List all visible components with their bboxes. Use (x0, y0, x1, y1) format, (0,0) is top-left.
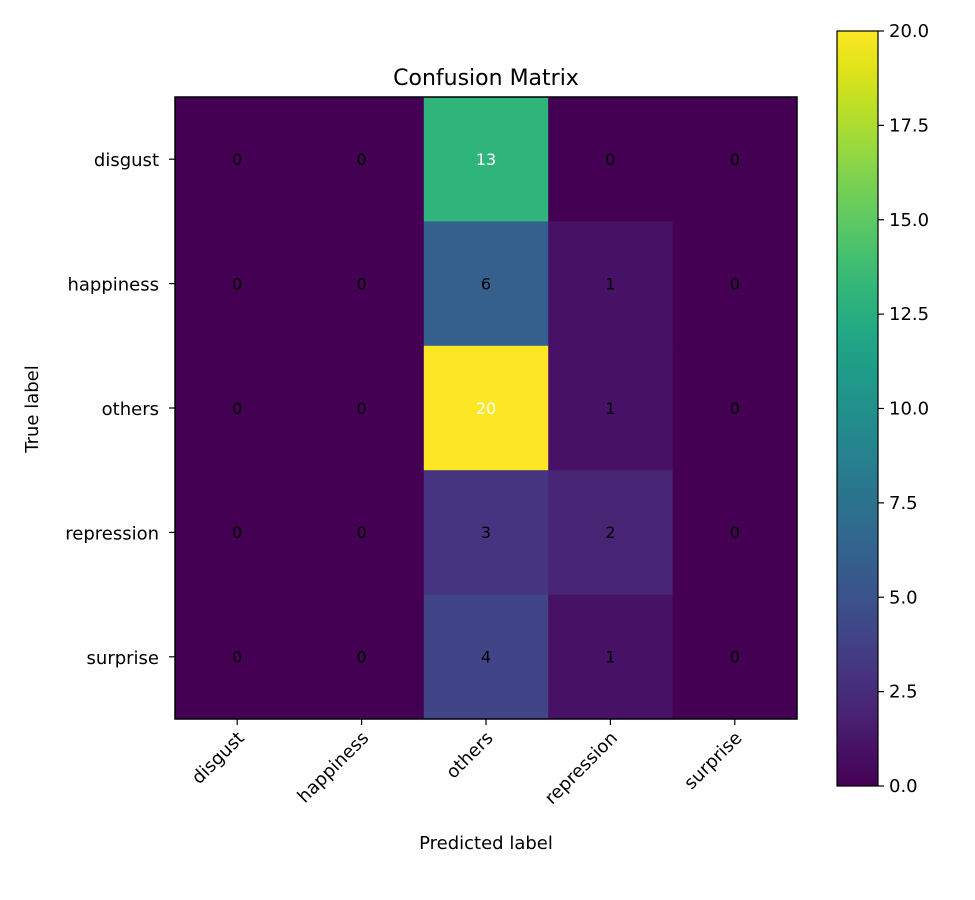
heatmap-cell-labels: 0 0 13 0 00 0 6 1 00 0 20 1 00 0 3 2 00 0 4 1 0 (232, 150, 740, 667)
heatmap-cell-disgust-repression (548, 97, 674, 222)
heatmap-cell-happiness-surprise (672, 221, 798, 347)
heatmap-cell-surprise-repression (548, 594, 674, 720)
heatmap-cell-happiness-disgust (175, 221, 300, 347)
cell-value-label: 0 (232, 399, 242, 418)
heatmap-cell-repression-others (423, 470, 549, 596)
colorbar-tick-label: 10.0 (889, 399, 929, 420)
colorbar-tick-label: 12.5 (889, 304, 929, 325)
cell-value-label: 0 (232, 523, 242, 542)
heatmap-cell-others-disgust (175, 345, 300, 471)
colorbar-tick-label: 17.5 (889, 115, 929, 136)
colorbar-tick-label: 20.0 (889, 21, 929, 42)
cell-value-label: 13 (476, 150, 496, 169)
cell-value-label: 0 (730, 523, 740, 542)
colorbar-tick-label: 5.0 (889, 587, 918, 608)
cell-value-label: 0 (730, 648, 740, 667)
cell-value-label: 20 (476, 399, 496, 418)
heatmap-cell-surprise-others (423, 594, 549, 720)
colorbar-tick-label: 2.5 (889, 682, 918, 703)
heatmap-cell-disgust-others (423, 97, 549, 222)
colorbar-tick-label: 0.0 (889, 776, 918, 797)
cell-value-label: 0 (232, 274, 242, 293)
heatmap-cell-surprise-disgust (175, 594, 300, 720)
heatmap-cell-disgust-happiness (299, 97, 425, 222)
y-tick-label-disgust: disgust (94, 150, 159, 171)
cell-value-label: 4 (481, 648, 491, 667)
heatmap-cell-others-surprise (672, 345, 798, 471)
cell-value-label: 0 (232, 648, 242, 667)
cell-value-label: 1 (605, 274, 615, 293)
heatmap-cell-repression-happiness (299, 470, 425, 596)
cell-value-label: 0 (730, 150, 740, 169)
cell-value-label: 0 (357, 274, 367, 293)
heatmap-cells (175, 97, 798, 720)
heatmap-cell-repression-surprise (672, 470, 798, 596)
cell-value-label: 3 (481, 523, 491, 542)
colorbar (836, 30, 879, 787)
heatmap-cell-others-repression (548, 345, 674, 471)
y-axis-ticks: disgust happiness others repression surprise (65, 150, 175, 669)
heatmap-cell-happiness-repression (548, 221, 674, 347)
heatmap-cell-others-others (423, 345, 549, 471)
y-tick-label-repression: repression (65, 523, 159, 544)
heatmap-cell-happiness-others (423, 221, 549, 347)
cell-value-label: 0 (232, 150, 242, 169)
chart-title: Confusion Matrix (393, 66, 579, 91)
colorbar-ticks: 0.0 2.5 5.0 7.5 10.0 12.5 15.0 17.5 20.0 (878, 21, 929, 797)
cell-value-label: 0 (357, 648, 367, 667)
cell-value-label: 0 (357, 150, 367, 169)
y-tick-label-happiness: happiness (67, 275, 159, 296)
heatmap-cell-others-happiness (299, 345, 425, 471)
y-axis-label: True label (22, 365, 43, 454)
colorbar-tick-label: 7.5 (889, 493, 918, 514)
colorbar-tick-label: 15.0 (889, 210, 929, 231)
y-tick-label-others: others (102, 399, 159, 420)
heatmap-cell-repression-disgust (175, 470, 300, 596)
heatmap-cell-repression-repression (548, 470, 674, 596)
cell-value-label: 0 (357, 399, 367, 418)
cell-value-label: 0 (730, 399, 740, 418)
heatmap-cell-disgust-disgust (175, 97, 300, 222)
cell-value-label: 0 (357, 523, 367, 542)
x-axis-label: Predicted label (419, 833, 553, 854)
cell-value-label: 0 (605, 150, 615, 169)
cell-value-label: 1 (605, 399, 615, 418)
cell-value-label: 2 (605, 523, 615, 542)
cell-value-label: 6 (481, 274, 491, 293)
cell-value-label: 0 (730, 274, 740, 293)
heatmap-cell-disgust-surprise (672, 97, 798, 222)
y-tick-label-surprise: surprise (87, 648, 159, 669)
cell-value-label: 1 (605, 648, 615, 667)
heatmap-cell-surprise-happiness (299, 594, 425, 720)
heatmap-cell-surprise-surprise (672, 594, 798, 720)
heatmap-cell-happiness-happiness (299, 221, 425, 347)
